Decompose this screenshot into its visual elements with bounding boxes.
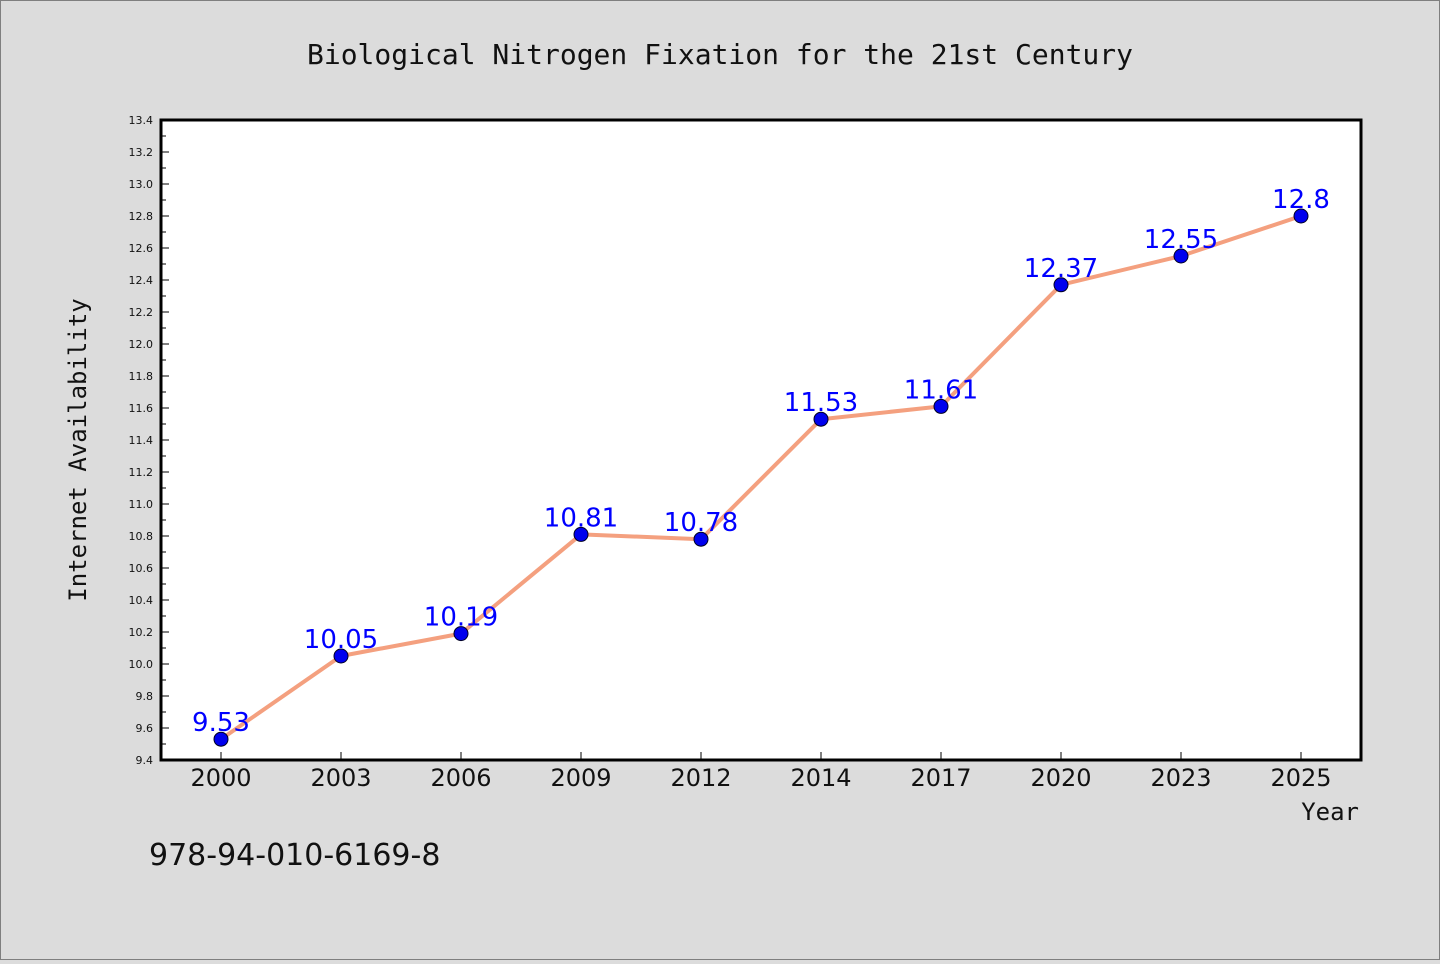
data-point — [1293, 208, 1309, 224]
y-tick-label: 11.6 — [129, 402, 154, 415]
x-tick-label: 2023 — [1150, 764, 1211, 792]
x-axis-label: Year — [1301, 798, 1359, 826]
data-point — [573, 526, 589, 542]
chart-title: Biological Nitrogen Fixation for the 21s… — [307, 38, 1133, 71]
data-point — [693, 531, 709, 547]
y-tick-label: 11.0 — [129, 498, 154, 511]
y-tick-label: 11.4 — [129, 434, 154, 447]
data-point — [933, 398, 949, 414]
data-point — [1053, 277, 1069, 293]
data-point — [213, 731, 229, 747]
data-label: 12.55 — [1144, 225, 1218, 255]
x-tick-label: 2017 — [910, 764, 971, 792]
isbn-text: 978-94-010-6169-8 — [149, 838, 440, 873]
y-tick-label: 10.4 — [129, 594, 154, 607]
x-tick-label: 2020 — [1030, 764, 1091, 792]
y-tick-label: 10.0 — [129, 658, 154, 671]
x-axis: 2000 2003 2006 2009 2012 2014 2017 2020 2023 2025 — [190, 752, 1332, 792]
data-label: 12.37 — [1024, 254, 1098, 284]
y-tick-label: 10.6 — [129, 562, 154, 575]
x-tick-label: 2012 — [670, 764, 731, 792]
x-tick-label: 2025 — [1270, 764, 1331, 792]
data-label: 10.81 — [544, 503, 618, 533]
y-tick-label: 12.4 — [129, 274, 154, 287]
series-layer: 9.53 10.05 10.19 10.81 10.78 11.53 11.61 12.37 1… — [192, 185, 1330, 747]
x-tick-label: 2000 — [190, 764, 251, 792]
data-label: 11.61 — [904, 375, 978, 405]
y-tick-label: 12.6 — [129, 242, 154, 255]
y-axis: 9.4 9.6 9.8 10.0 10.2 10.4 10.6 10.8 11.0 11.2 11.… — [129, 114, 169, 767]
y-tick-label: 11.2 — [129, 466, 154, 479]
y-tick-label: 13.2 — [129, 146, 154, 159]
x-tick-label: 2006 — [430, 764, 491, 792]
data-point — [333, 648, 349, 664]
data-label: 11.53 — [784, 388, 858, 418]
y-tick-label: 11.8 — [129, 370, 154, 383]
y-tick-label: 13.0 — [129, 178, 154, 191]
plot-area — [159, 118, 1363, 762]
y-tick-label: 9.4 — [136, 754, 154, 767]
y-tick-label: 12.0 — [129, 338, 154, 351]
y-tick-label: 10.2 — [129, 626, 154, 639]
series-line — [219, 214, 1302, 741]
y-axis-label: Internet Availability — [64, 298, 92, 601]
x-tick-label: 2014 — [790, 764, 851, 792]
data-label: 10.05 — [304, 625, 378, 655]
data-label: 10.19 — [424, 603, 498, 633]
data-label: 10.78 — [664, 508, 738, 538]
x-tick-label: 2003 — [310, 764, 371, 792]
data-label: 12.8 — [1272, 185, 1330, 215]
y-tick-label: 9.6 — [136, 722, 154, 735]
data-point — [1173, 248, 1189, 264]
y-tick-label: 12.2 — [129, 306, 154, 319]
y-tick-label: 9.8 — [136, 690, 154, 703]
data-point — [813, 411, 829, 427]
y-tick-label: 13.4 — [129, 114, 154, 127]
data-label: 9.53 — [192, 708, 250, 738]
y-tick-label: 12.8 — [129, 210, 154, 223]
x-tick-label: 2009 — [550, 764, 611, 792]
y-tick-label: 10.8 — [129, 530, 154, 543]
data-point — [453, 626, 469, 642]
